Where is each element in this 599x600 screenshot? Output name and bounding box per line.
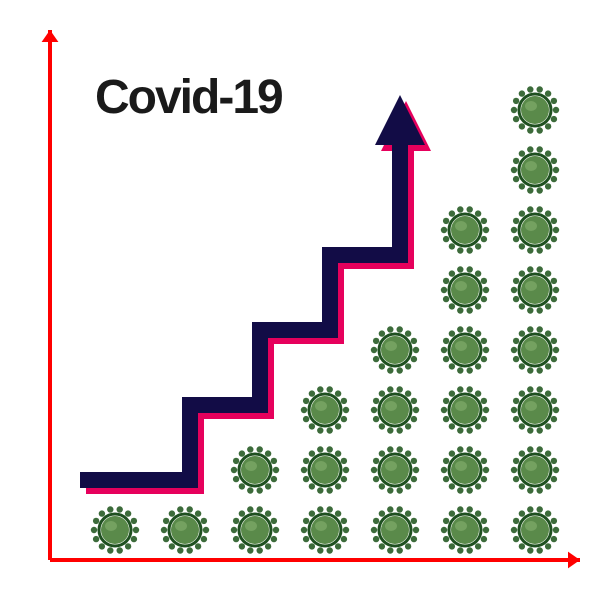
virus-icon: [440, 205, 490, 255]
virus-icon: [370, 385, 420, 435]
virus-icon: [510, 265, 560, 315]
virus-icon: [370, 325, 420, 375]
virus-icon: [440, 265, 490, 315]
virus-icon: [440, 505, 490, 555]
virus-icon: [510, 145, 560, 195]
virus-icon: [300, 385, 350, 435]
virus-icon: [300, 505, 350, 555]
virus-icon: [300, 445, 350, 495]
virus-icon: [440, 385, 490, 435]
virus-icon: [510, 505, 560, 555]
virus-icon: [510, 325, 560, 375]
virus-icon: [510, 445, 560, 495]
virus-icon: [510, 205, 560, 255]
virus-icon: [160, 505, 210, 555]
virus-icon: [370, 505, 420, 555]
chart-stage: Covid-19: [0, 0, 599, 600]
virus-icon: [510, 385, 560, 435]
virus-icon: [440, 325, 490, 375]
virus-icon: [440, 445, 490, 495]
virus-icon: [510, 85, 560, 135]
virus-icon: [370, 445, 420, 495]
virus-icon: [230, 505, 280, 555]
virus-icon: [230, 445, 280, 495]
chart-title: Covid-19: [95, 70, 282, 125]
virus-icon: [90, 505, 140, 555]
